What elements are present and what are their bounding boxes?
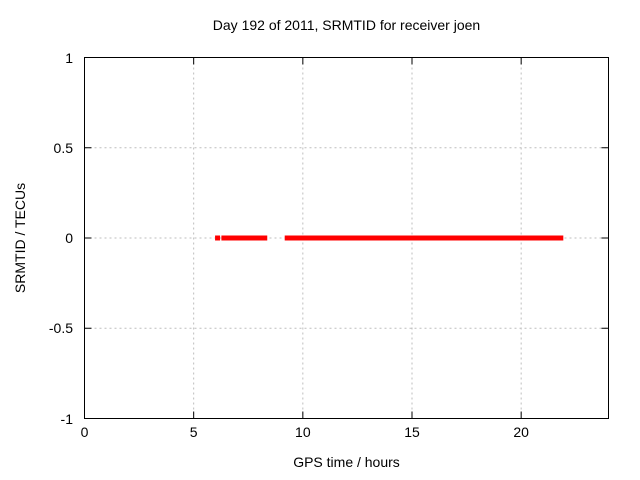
y-tick-label: 0.5 — [53, 139, 73, 156]
x-tick-label: 0 — [80, 424, 89, 440]
y-tick-label: -0.5 — [48, 320, 73, 337]
x-tick-label: 5 — [189, 424, 198, 440]
chart-title: Day 192 of 2011, SRMTID for receiver joe… — [212, 17, 481, 33]
x-tick-label: 15 — [404, 424, 420, 440]
x-tick-label: 20 — [513, 424, 529, 440]
x-tick-label: 10 — [295, 424, 311, 440]
plot-border — [84, 57, 609, 419]
y-tick-label: 0 — [65, 230, 73, 246]
data-segment — [215, 235, 221, 241]
data-segment — [284, 235, 564, 241]
y-axis-label: SRMTID / TECUs — [12, 183, 28, 293]
y-tick-label: 1 — [65, 49, 73, 66]
y-tick-label: -1 — [60, 410, 73, 427]
data-segment — [221, 235, 268, 241]
x-axis-label: GPS time / hours — [293, 454, 400, 470]
